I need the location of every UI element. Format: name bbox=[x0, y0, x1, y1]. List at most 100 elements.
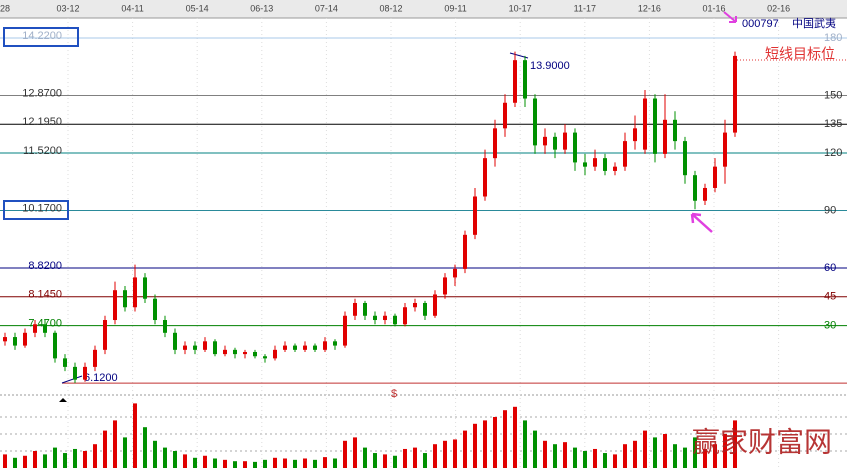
volume-bar bbox=[93, 444, 97, 468]
candle-body bbox=[173, 332, 177, 350]
date-label: 07-14 bbox=[315, 3, 338, 13]
level-price: 8.8200 bbox=[28, 260, 62, 272]
candle-body bbox=[223, 349, 227, 355]
volume-bar bbox=[673, 444, 677, 468]
leader bbox=[61, 375, 83, 384]
volume-bar bbox=[153, 440, 157, 468]
candle-body bbox=[233, 349, 237, 355]
candle-body bbox=[553, 136, 557, 150]
volume-bar bbox=[333, 458, 337, 468]
volume-bar bbox=[103, 430, 107, 468]
candle-body bbox=[693, 175, 697, 201]
date-label: 11-17 bbox=[574, 3, 596, 13]
volume-bar bbox=[243, 461, 247, 468]
volume-bar bbox=[643, 430, 647, 468]
candle-body bbox=[523, 60, 527, 99]
date-label: 08-12 bbox=[379, 3, 402, 13]
candle-body bbox=[283, 345, 287, 350]
volume-bar bbox=[713, 444, 717, 468]
date-label: 01-16 bbox=[702, 3, 725, 13]
marker-label: $ bbox=[391, 388, 397, 400]
date-label: 09-11 bbox=[444, 3, 466, 13]
candle-body bbox=[3, 337, 7, 342]
volume-bar bbox=[163, 447, 167, 468]
candle-body bbox=[353, 302, 357, 316]
candle-body bbox=[183, 345, 187, 350]
highlight-box bbox=[3, 200, 69, 220]
volume-bar bbox=[723, 434, 727, 468]
date-label: 28 bbox=[0, 3, 10, 13]
volume-bar bbox=[33, 451, 37, 468]
volume-bar bbox=[573, 447, 577, 468]
highlight-box bbox=[3, 27, 79, 47]
level-angle: 45 bbox=[824, 291, 836, 303]
candle-body bbox=[513, 60, 517, 103]
volume-bar bbox=[293, 459, 297, 468]
candle-body bbox=[13, 337, 17, 346]
volume-bar bbox=[613, 454, 617, 468]
candle-body bbox=[563, 132, 567, 150]
level-angle: 90 bbox=[824, 204, 836, 216]
candle-body bbox=[473, 196, 477, 235]
volume-bar bbox=[683, 447, 687, 468]
candle-body bbox=[543, 136, 547, 146]
date-label: 06-13 bbox=[250, 3, 273, 13]
volume-bar bbox=[413, 447, 417, 468]
volume-bar bbox=[433, 444, 437, 468]
candle-body bbox=[413, 302, 417, 308]
candle-body bbox=[213, 341, 217, 355]
candle-body bbox=[703, 187, 707, 201]
level-angle: 120 bbox=[824, 147, 842, 159]
candle-body bbox=[663, 119, 667, 154]
volume-bar bbox=[233, 461, 237, 468]
volume-bar bbox=[203, 455, 207, 468]
candle-body bbox=[683, 141, 687, 176]
candle-body bbox=[83, 366, 87, 380]
level-price: 10.1700 bbox=[22, 202, 62, 214]
candle-body bbox=[323, 341, 327, 350]
candle-body bbox=[303, 345, 307, 350]
volume-bar bbox=[523, 420, 527, 468]
candle-body bbox=[153, 298, 157, 321]
watermark: 赢家财富网 bbox=[692, 426, 832, 459]
volume-bar bbox=[183, 454, 187, 468]
candle-body bbox=[313, 345, 317, 350]
volume-bar bbox=[503, 410, 507, 468]
volume-bar bbox=[443, 440, 447, 468]
volume-bar bbox=[13, 457, 17, 468]
volume-bar bbox=[483, 420, 487, 468]
volume-bar bbox=[133, 403, 137, 468]
high-label: 13.9000 bbox=[530, 60, 570, 72]
level-price: 14.2200 bbox=[22, 30, 62, 42]
candle-body bbox=[493, 128, 497, 159]
candle-body bbox=[423, 302, 427, 316]
volume-bar bbox=[703, 448, 707, 468]
volume-bar bbox=[593, 448, 597, 468]
candle-body bbox=[333, 341, 337, 346]
candle-body bbox=[583, 162, 587, 167]
stock-name: 中国武夷 bbox=[792, 17, 836, 30]
level-price: 11.5200 bbox=[23, 145, 62, 157]
candle-body bbox=[253, 351, 257, 357]
candle-body bbox=[363, 302, 367, 316]
candle-body bbox=[653, 98, 657, 154]
marker-triangle bbox=[59, 398, 67, 402]
candle-body bbox=[343, 315, 347, 346]
candle-body bbox=[33, 324, 37, 333]
candle-body bbox=[293, 345, 297, 350]
target-label: 短线目标位 bbox=[765, 46, 835, 62]
volume-bar bbox=[263, 459, 267, 468]
volume-bar bbox=[513, 406, 517, 468]
volume-bar bbox=[323, 457, 327, 468]
date-label: 04-11 bbox=[121, 3, 143, 13]
date-label: 02-16 bbox=[767, 3, 790, 13]
level-angle: 180 bbox=[824, 32, 842, 44]
volume-bar bbox=[563, 442, 567, 468]
candle-body bbox=[133, 277, 137, 308]
volume-bar bbox=[303, 458, 307, 468]
candle-body bbox=[63, 358, 67, 367]
volume-bar bbox=[383, 454, 387, 468]
volume-bar bbox=[603, 453, 607, 468]
volume-bar bbox=[173, 451, 177, 468]
